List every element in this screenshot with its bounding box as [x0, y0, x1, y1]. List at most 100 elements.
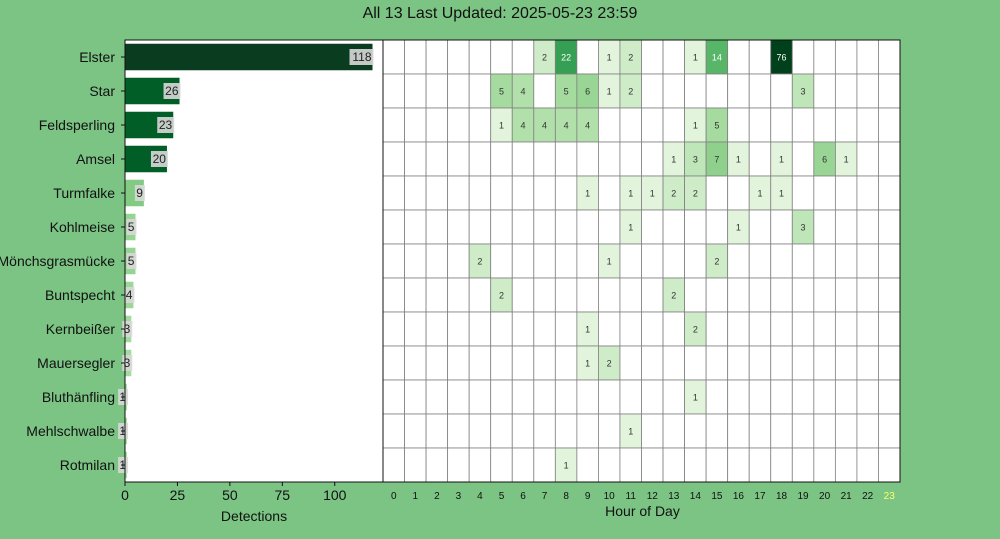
heatmap-cell	[834, 175, 858, 211]
heatmap-cell	[748, 379, 772, 415]
heatmap-cell	[468, 73, 492, 109]
heatmap-cell	[554, 311, 578, 347]
heatmap-cell	[447, 379, 470, 415]
heatmap-cell	[404, 447, 427, 483]
heatmap-frame	[382, 39, 901, 483]
hour-tick-label: 20	[819, 491, 831, 502]
heatmap-cell-label: 1	[736, 223, 741, 233]
heatmap-cell	[834, 277, 858, 313]
hour-tick-label: 1	[413, 491, 419, 502]
heatmap-cell	[490, 345, 513, 381]
x-tick-label: 25	[170, 487, 186, 503]
heatmap-cell	[382, 73, 405, 109]
heatmap-cell	[662, 413, 685, 449]
bar-value-label: 3	[124, 322, 131, 336]
species-label: Rotmilan	[60, 457, 115, 473]
species-label: Elster	[79, 49, 115, 65]
hour-tick-label: 8	[563, 491, 569, 502]
heatmap-cell	[641, 345, 664, 381]
heatmap-cell	[425, 379, 449, 415]
species-label: Mehlschwalbe	[26, 423, 115, 439]
heatmap-cell-label: 5	[564, 87, 569, 97]
heatmap-cell	[834, 209, 858, 245]
heatmap-cell	[404, 311, 427, 347]
heatmap-cell-label: 2	[477, 257, 482, 267]
heatmap-cell	[641, 413, 664, 449]
heatmap-cell-label: 1	[779, 155, 784, 165]
bar-value-label: 23	[159, 118, 173, 132]
chart-title: All 13 Last Updated: 2025-05-23 23:59	[362, 5, 638, 22]
hour-tick-label: 2	[434, 491, 440, 502]
hour-tick-label: 6	[520, 491, 526, 502]
heatmap-cell	[727, 379, 750, 415]
heatmap-cell	[468, 175, 492, 211]
heatmap-cell-label: 4	[564, 121, 569, 131]
hour-tick-label: 9	[585, 491, 591, 502]
heatmap-cell	[468, 209, 492, 245]
heatmap-cell	[813, 107, 836, 143]
heatmap-cell	[447, 345, 470, 381]
bar-value-label-bg	[126, 253, 137, 269]
heatmap-cell	[382, 345, 405, 381]
species-label: Kernbeißer	[46, 321, 116, 337]
heatmap-cell	[554, 175, 578, 211]
heatmap-cell	[770, 379, 793, 415]
heatmap-cell-label: 1	[585, 325, 590, 335]
heatmap-cell	[770, 447, 793, 483]
heatmap-cell	[856, 209, 879, 245]
heatmap-cell	[425, 243, 449, 279]
heatmap-cell	[834, 413, 858, 449]
heatmap-cell	[813, 73, 836, 109]
heatmap-cell	[619, 447, 642, 483]
heatmap-cell	[770, 73, 793, 109]
hour-tick-label: 10	[604, 491, 616, 502]
heatmap-cell	[684, 277, 707, 313]
heatmap-cell	[511, 141, 535, 177]
heatmap-cell	[705, 413, 729, 449]
heatmap-cell	[554, 141, 578, 177]
heatmap-cell-label: 3	[693, 155, 698, 165]
heatmap-cell	[598, 141, 621, 177]
heatmap-cell	[447, 39, 470, 75]
heatmap-cell	[770, 107, 793, 143]
heatmap-cell	[813, 447, 836, 483]
heatmap-cell	[791, 311, 815, 347]
heatmap-cell-label: 1	[499, 121, 504, 131]
heatmap-x-axis-label: Hour of Day	[605, 503, 680, 519]
species-label: Amsel	[76, 151, 115, 167]
heatmap-cell	[641, 141, 664, 177]
heatmap-cell	[641, 243, 664, 279]
heatmap-cell-label: 1	[585, 189, 590, 199]
heatmap-cell	[662, 209, 685, 245]
heatmap-cell	[770, 311, 793, 347]
heatmap-cell	[727, 345, 750, 381]
heatmap-cell	[770, 345, 793, 381]
species-label: Mauersegler	[37, 355, 115, 371]
hour-tick-label: 0	[391, 491, 397, 502]
heatmap-cell	[619, 107, 642, 143]
heatmap-cell	[382, 39, 405, 75]
heatmap-cell	[382, 175, 405, 211]
bar-value-label-bg	[150, 151, 168, 167]
heatmap-cell	[878, 141, 901, 177]
heatmap-cell	[576, 379, 599, 415]
heatmap-cell	[382, 243, 405, 279]
heatmap-cell	[878, 345, 901, 381]
heatmap-cell-label: 1	[628, 223, 633, 233]
heatmap-cell	[533, 447, 556, 483]
heatmap-cell	[576, 209, 599, 245]
heatmap-cell	[490, 413, 513, 449]
heatmap-cell	[748, 73, 772, 109]
heatmap-cell	[404, 277, 427, 313]
heatmap-cell	[748, 345, 772, 381]
heatmap-cell	[576, 447, 599, 483]
heatmap-cell-label: 22	[561, 53, 571, 63]
heatmap-cell	[791, 243, 815, 279]
heatmap-cell	[511, 209, 535, 245]
heatmap-cell-label: 1	[607, 87, 612, 97]
bar-value-label-bg	[157, 117, 175, 133]
heatmap-cell	[791, 175, 815, 211]
heatmap-cell-label: 1	[693, 121, 698, 131]
heatmap-cell	[641, 209, 664, 245]
